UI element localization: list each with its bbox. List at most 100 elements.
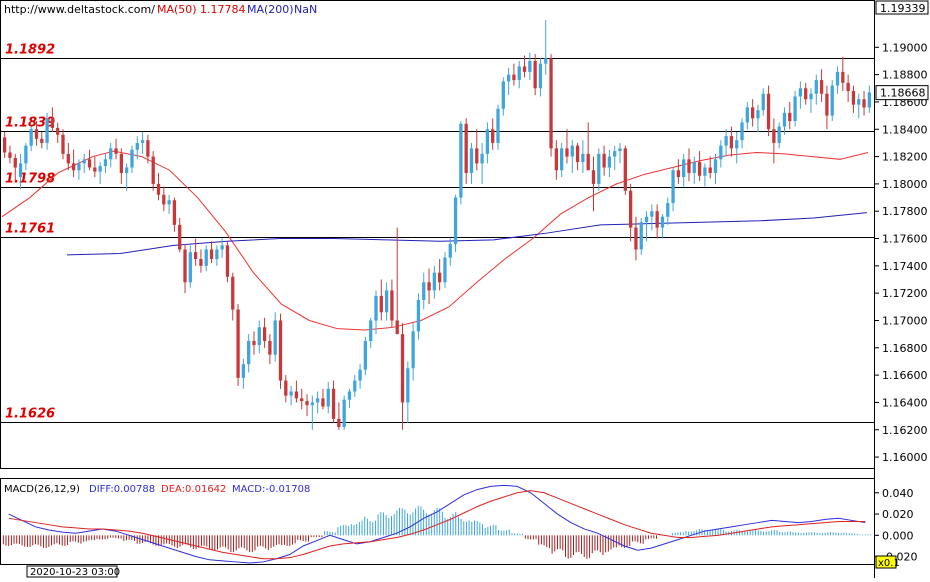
price-tick-label: 1.18400 [882,123,928,136]
candle-body [480,153,484,164]
moving-averages [1,150,869,331]
zoom-box[interactable] [875,555,897,569]
candle-body [337,418,341,428]
candle-body [554,148,559,171]
candle-body [363,340,368,370]
candle-body [390,290,394,321]
price-tick-label: 1.16600 [882,369,928,382]
price-tick-label: 1.17800 [882,205,928,218]
candle-body [278,320,283,381]
candle-body [772,129,776,143]
candle-body [374,295,378,321]
candle-body [119,153,124,173]
candle-body [247,340,251,365]
candle-body [788,112,792,122]
candle-body [93,167,97,172]
candle-body [156,183,161,195]
candle-body [819,80,824,94]
macd-tick-label: 0.020 [882,508,914,521]
candle-body [766,93,771,130]
candle-body [443,257,447,283]
candle-body [687,159,691,173]
current-price-label: 1.18668 [880,87,926,100]
candle-body [241,364,246,378]
macd-dea: DEA:0.01642 [161,484,226,495]
candle-body [109,148,113,160]
candle-body [607,156,612,168]
candle-body [533,60,537,89]
site-url: http://www.deltastock.com/ [4,3,155,16]
price-tick-label: 1.18800 [882,69,928,82]
candle-body [496,108,500,143]
candle-body [252,340,256,346]
date-label: 2020-10-23 03:00 [30,567,120,578]
candle-body [347,391,352,400]
candle-body [538,63,543,89]
candle-body [825,93,829,116]
candle-body [761,93,765,111]
candle-body [591,170,596,184]
candle-body [114,148,118,154]
ma50-line [1,150,869,331]
candle-body [835,71,840,86]
candle-body [639,222,643,250]
price-tick-label: 1.17200 [882,287,928,300]
price-tick-label: 1.17600 [882,233,928,246]
candle-body [125,167,129,173]
candle-body [841,71,845,83]
candle-body [565,148,569,157]
candle-body [448,243,452,258]
level-label: 1.1761 [5,222,55,237]
macd-tick-label: 0.000 [882,529,914,542]
candle-body [438,272,442,283]
candle-body [671,170,675,204]
candle-body [289,391,293,396]
candle-body [146,140,150,157]
candle-body [358,369,362,381]
candle-body [321,398,325,407]
price-tick-label: 1.16200 [882,424,928,437]
zoom-label[interactable]: x0.1 [878,558,900,569]
candle-body [427,282,431,291]
candle-body [220,245,224,250]
candle-body [411,331,415,369]
candle-body [400,334,405,403]
candle-body [549,58,553,149]
candle-body [634,227,638,250]
candle-body [586,153,590,171]
candle-body [199,259,203,266]
candle-body [395,320,399,335]
candle-body [485,129,490,154]
price-tick-label: 1.17400 [882,260,928,273]
price-tick-label: 1.16400 [882,396,928,409]
candle-body [798,88,803,97]
candle-body [506,74,511,82]
candle-body [469,148,474,173]
candle-body [660,216,665,228]
candle-body [315,398,320,403]
candle-body [379,295,383,313]
candle-body [61,134,65,154]
candle-body [517,66,521,81]
candle-body [867,92,871,108]
candle-body [416,299,421,332]
candle-body [56,127,60,135]
candle-body [300,398,304,402]
candle-body [851,91,856,105]
candle-body [3,137,7,153]
candle-body [262,327,267,341]
candle-body [735,140,739,149]
candle-body [98,166,102,172]
ma200-line [66,212,868,256]
candle-body [575,145,580,163]
candle-body [618,148,622,152]
candle-body [273,320,277,355]
candle-body [814,80,818,94]
candle-body [713,159,718,173]
candle-body [528,60,532,72]
macd-value: MACD:-0.01708 [232,484,310,495]
candle-body [326,388,330,407]
candle-body [581,153,585,163]
candle-body [560,148,564,171]
